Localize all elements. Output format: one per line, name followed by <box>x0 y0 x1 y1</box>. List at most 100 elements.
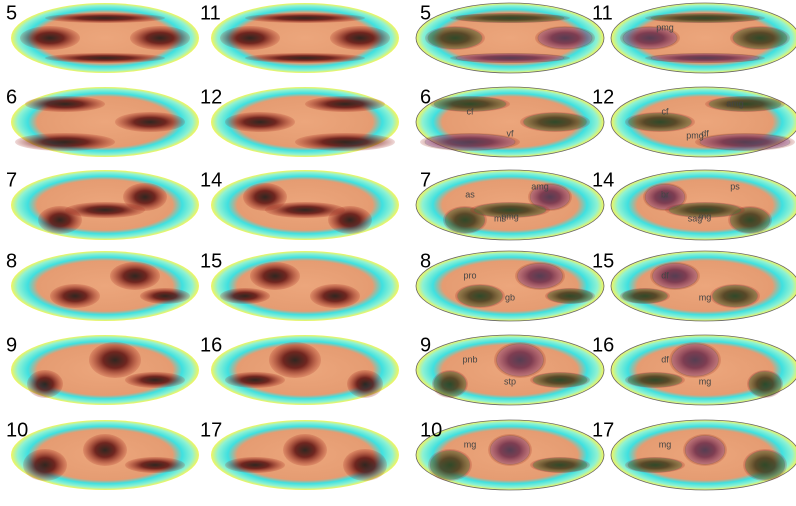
stage-label: 10 <box>420 419 442 441</box>
tissue-label: amg <box>726 98 744 108</box>
tissue-label: mg <box>699 292 712 302</box>
heatmap-embryo <box>211 420 399 490</box>
expression-blob <box>225 112 295 132</box>
stage-label: 16 <box>200 334 222 356</box>
heatmap-embryo <box>11 251 199 321</box>
tissue-label: mg <box>464 439 477 449</box>
annotated-embryo <box>416 335 604 405</box>
embryo-body <box>211 251 399 321</box>
expression-blob <box>115 112 185 132</box>
tissue-label: amg <box>531 181 549 191</box>
stage-label: 14 <box>200 169 222 191</box>
stage-label: 10 <box>6 419 28 441</box>
expression-blob <box>220 26 280 50</box>
annotated-embryo <box>611 335 796 405</box>
tissue-overlay <box>548 289 593 303</box>
tissue-overlay <box>538 27 592 49</box>
expression-blob <box>220 288 270 304</box>
stage-label: 9 <box>420 334 431 356</box>
expression-blob <box>110 262 160 290</box>
tissue-label: df <box>661 354 669 364</box>
stage-label: 6 <box>6 86 17 108</box>
stage-label: 8 <box>420 250 431 272</box>
stage-label: 9 <box>6 334 17 356</box>
heatmap-embryo <box>11 335 199 405</box>
expression-blob <box>283 434 327 466</box>
tissue-overlay <box>651 54 759 63</box>
stage-label: 5 <box>420 2 431 24</box>
expression-blob <box>25 96 105 112</box>
tissue-label: stp <box>504 376 516 386</box>
tissue-overlay <box>497 344 544 376</box>
expression-blob <box>125 372 185 388</box>
tissue-overlay <box>623 289 668 303</box>
expression-blob <box>15 133 115 151</box>
stage-label: 11 <box>592 2 613 24</box>
embryo-body <box>416 251 604 321</box>
stage-label: 7 <box>420 169 431 191</box>
tissue-label: gb <box>505 292 515 302</box>
tissue-overlay <box>685 436 725 465</box>
figure: 567891011121415161756cfvf7aspmgamgms8pro… <box>0 0 796 506</box>
tissue-overlay <box>458 285 503 307</box>
expression-blob <box>225 372 285 388</box>
expression-blob <box>343 449 387 481</box>
expression-blob <box>310 284 360 308</box>
tissue-overlay <box>430 451 470 480</box>
expression-blob <box>20 26 80 50</box>
tissue-label: mg <box>699 376 712 386</box>
heatmap-embryo <box>211 335 399 405</box>
tissue-overlay <box>653 263 698 288</box>
expression-blob <box>347 370 383 398</box>
heatmap-embryo <box>211 3 399 73</box>
heatmap-embryo <box>211 170 399 240</box>
expression-blob <box>225 457 285 473</box>
tissue-overlay <box>456 54 564 63</box>
stage-label: 17 <box>592 419 614 441</box>
expression-blob <box>45 13 165 23</box>
tissue-label: cf <box>661 106 669 116</box>
expression-blob <box>125 457 185 473</box>
annotated-embryo <box>416 251 604 321</box>
stage-label: 15 <box>200 250 222 272</box>
tissue-label: df <box>661 270 669 280</box>
tissue-label: pro <box>463 270 476 280</box>
tissue-label: br <box>661 189 669 199</box>
stage-label: 7 <box>6 169 17 191</box>
expression-blob <box>27 370 63 398</box>
stage-label: 16 <box>592 334 614 356</box>
tissue-label: as <box>465 189 475 199</box>
stage-label: 12 <box>200 86 222 108</box>
annotated-embryo <box>611 3 796 73</box>
annotated-embryo <box>611 251 796 321</box>
expression-blob <box>65 202 145 218</box>
tissue-overlay <box>533 373 587 387</box>
tissue-overlay <box>733 27 787 49</box>
annotated-embryo <box>416 420 604 490</box>
tissue-overlay <box>700 134 790 150</box>
heatmap-embryo <box>11 3 199 73</box>
expression-blob <box>305 96 385 112</box>
annotated-embryo <box>416 3 604 73</box>
expression-blob <box>269 342 321 378</box>
tissue-overlay <box>628 373 682 387</box>
tissue-label: vf <box>506 128 514 138</box>
expression-blob <box>50 284 100 308</box>
tissue-overlay <box>434 371 466 396</box>
tissue-label: mg <box>659 439 672 449</box>
heatmap-embryo <box>11 87 199 157</box>
annotated-embryo <box>611 87 796 157</box>
tissue-overlay <box>533 458 587 472</box>
annotated-embryo <box>416 87 604 157</box>
tissue-label: pmg <box>656 22 674 32</box>
expression-blob <box>245 13 365 23</box>
expression-blob <box>295 133 395 151</box>
tissue-overlay <box>745 451 785 480</box>
heatmap-embryo <box>211 251 399 321</box>
expression-blob <box>89 342 141 378</box>
annotated-embryo <box>416 170 604 240</box>
heatmap-embryo <box>11 420 199 490</box>
heatmap-embryo <box>211 87 399 157</box>
expression-blob <box>130 26 190 50</box>
expression-blob <box>23 449 67 481</box>
